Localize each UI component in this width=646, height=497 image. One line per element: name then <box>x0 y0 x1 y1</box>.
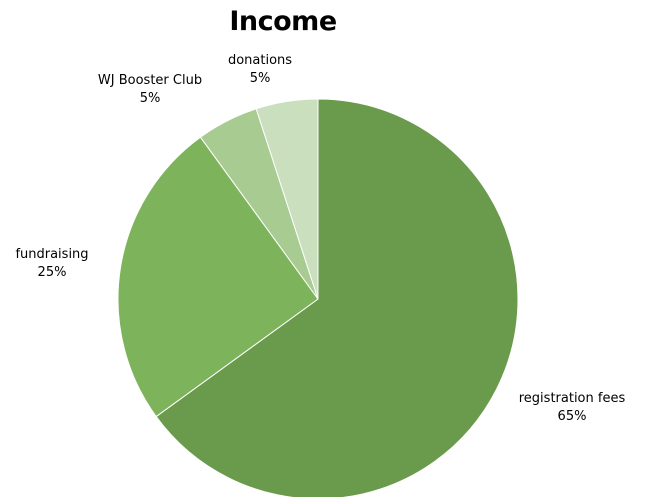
pie-slices <box>117 98 519 497</box>
slice-label-fundraising: fundraising 25% <box>2 246 102 282</box>
slice-name: fundraising <box>15 247 89 262</box>
slice-percent: 5% <box>249 71 271 86</box>
pie-slice-donations <box>255 98 319 300</box>
slice-percent: 25% <box>37 265 67 280</box>
pie-slice-fundraising <box>117 136 319 418</box>
pie-slice-registration-fees <box>155 98 519 497</box>
slice-label-donations: donations 5% <box>212 52 308 88</box>
chart-title: Income <box>229 6 337 37</box>
slice-label-wj-booster-club: WJ Booster Club 5% <box>70 72 230 108</box>
slice-label-registration-fees: registration fees 65% <box>502 390 642 426</box>
slice-percent: 65% <box>557 409 587 424</box>
slice-percent: 5% <box>139 91 161 106</box>
slice-name: donations <box>227 53 293 68</box>
slice-name: registration fees <box>518 391 626 406</box>
slice-name: WJ Booster Club <box>97 73 203 88</box>
